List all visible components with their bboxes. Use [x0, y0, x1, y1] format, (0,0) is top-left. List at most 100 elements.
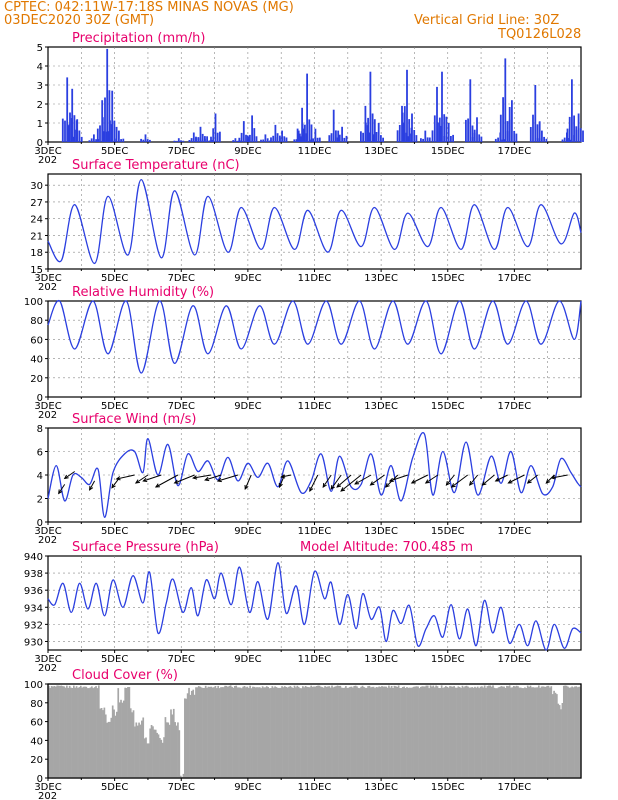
precip-bar: [104, 97, 106, 142]
cloud-bar: [318, 685, 321, 778]
precip-bar: [236, 140, 239, 142]
cloud-bar: [239, 687, 242, 778]
wind-vector: [551, 474, 568, 479]
cloud-bar: [164, 717, 167, 778]
precip-bar: [538, 138, 541, 142]
cloud-bar: [333, 686, 336, 778]
wind-vector: [217, 474, 239, 482]
panel-title: Surface Pressure (hPa): [72, 540, 219, 555]
wind-vector-head: [354, 480, 360, 485]
cloud-bar: [336, 685, 339, 778]
precip-bar: [362, 132, 364, 142]
cloud-bar: [122, 700, 125, 778]
cloud-bar: [458, 687, 461, 778]
x-tick-label: 15DEC: [431, 654, 465, 665]
precip-bar: [69, 112, 71, 142]
cloud-bar: [135, 722, 138, 778]
cloud-bar: [474, 686, 476, 778]
x-year-fragment: 202: [38, 663, 57, 674]
wind-vector: [336, 474, 352, 488]
panel-rh: 0 20 40 60 80 100 3DEC 5DEC 7DEC 9DEC 11DEC 13DEC 15…: [24, 285, 582, 421]
cloud-bar: [102, 710, 104, 778]
cloud-bar: [372, 686, 375, 778]
precip-bar: [504, 58, 507, 142]
cloud-bar: [165, 722, 168, 778]
cloud-bar: [99, 708, 102, 778]
precip-bar: [310, 124, 313, 142]
cloud-bar: [404, 688, 407, 778]
x-tick-label: 9DEC: [234, 654, 261, 665]
precip-bar: [545, 138, 548, 142]
cloud-bar: [78, 687, 81, 778]
wind-vector: [322, 474, 332, 488]
wind-vector-head: [192, 475, 198, 480]
cloud-bar: [96, 688, 99, 778]
cloud-bar: [149, 728, 152, 778]
cloud-bar: [338, 686, 340, 778]
cloud-bar: [429, 685, 432, 778]
panel-title: Cloud Cover (%): [72, 668, 178, 683]
cloud-bar: [210, 686, 213, 778]
precip-bar: [563, 137, 566, 142]
wind-vector: [111, 479, 119, 489]
cloud-bar: [493, 687, 496, 778]
cloud-bar: [379, 686, 382, 778]
cloud-bar: [167, 722, 170, 778]
cloud-bar: [171, 714, 174, 778]
cloud-bar: [193, 694, 196, 778]
cloud-bar: [292, 688, 294, 778]
cloud-bar: [554, 692, 557, 778]
wind-vector-head: [280, 474, 286, 479]
cloud-bar: [376, 687, 379, 778]
precip-bar: [541, 130, 543, 142]
cloud-bar: [174, 722, 176, 778]
header-model-code: TQ0126L028: [498, 27, 582, 42]
cloud-bar: [82, 686, 85, 778]
cloud-bar: [206, 687, 208, 778]
wind-vector-head: [309, 486, 314, 493]
precip-bar: [380, 135, 382, 142]
precip-bar: [270, 137, 272, 142]
panel-cloud: 0 20 40 60 80 100 3DEC 5DEC 7DEC 9DEC 11DEC 13DEC 15…: [24, 668, 582, 800]
cloud-bar: [524, 687, 526, 778]
cloud-bar: [199, 686, 201, 778]
cloud-bar: [510, 687, 512, 778]
wind-vector: [309, 474, 319, 492]
cloud-bar: [175, 725, 178, 778]
cloud-bar: [209, 686, 211, 778]
cloud-bar: [345, 686, 347, 778]
precip-bar: [180, 140, 182, 142]
cloud-bar: [575, 686, 578, 778]
cloud-bar: [408, 687, 411, 778]
precip-bar: [536, 137, 539, 142]
precip-bar: [341, 126, 343, 142]
cloud-bar: [492, 685, 494, 778]
pressure-line: [47, 562, 582, 651]
precip-bar: [566, 128, 569, 142]
cloud-bar: [440, 685, 443, 778]
cloud-bar: [121, 702, 124, 778]
precip-bar: [511, 100, 513, 142]
cloud-bar: [354, 685, 357, 778]
precip-bar: [443, 136, 446, 142]
cloud-bar: [184, 698, 186, 778]
cloud-bar: [296, 685, 299, 778]
cloud-bar: [93, 687, 96, 778]
cloud-bar: [381, 686, 383, 778]
precip-bar: [467, 118, 469, 142]
cloud-bar: [431, 686, 433, 778]
cloud-bar: [325, 686, 328, 778]
cloud-bar: [479, 686, 482, 778]
wind-vector-head: [340, 487, 346, 492]
cloud-bar: [464, 686, 467, 778]
panel-wind: 0 2 4 6 8 3DEC 5DEC 7DEC 9DEC 11DEC 13DEC 15DEC 17DE…: [34, 412, 582, 546]
cloud-bar: [238, 687, 240, 778]
wind-vector: [446, 474, 455, 486]
cloud-bar: [92, 688, 95, 778]
x-tick-label: 15DEC: [431, 146, 465, 157]
cloud-bar: [178, 730, 181, 778]
cloud-bar: [222, 687, 225, 778]
cloud-bar: [141, 720, 143, 778]
precip-bar: [74, 129, 76, 142]
